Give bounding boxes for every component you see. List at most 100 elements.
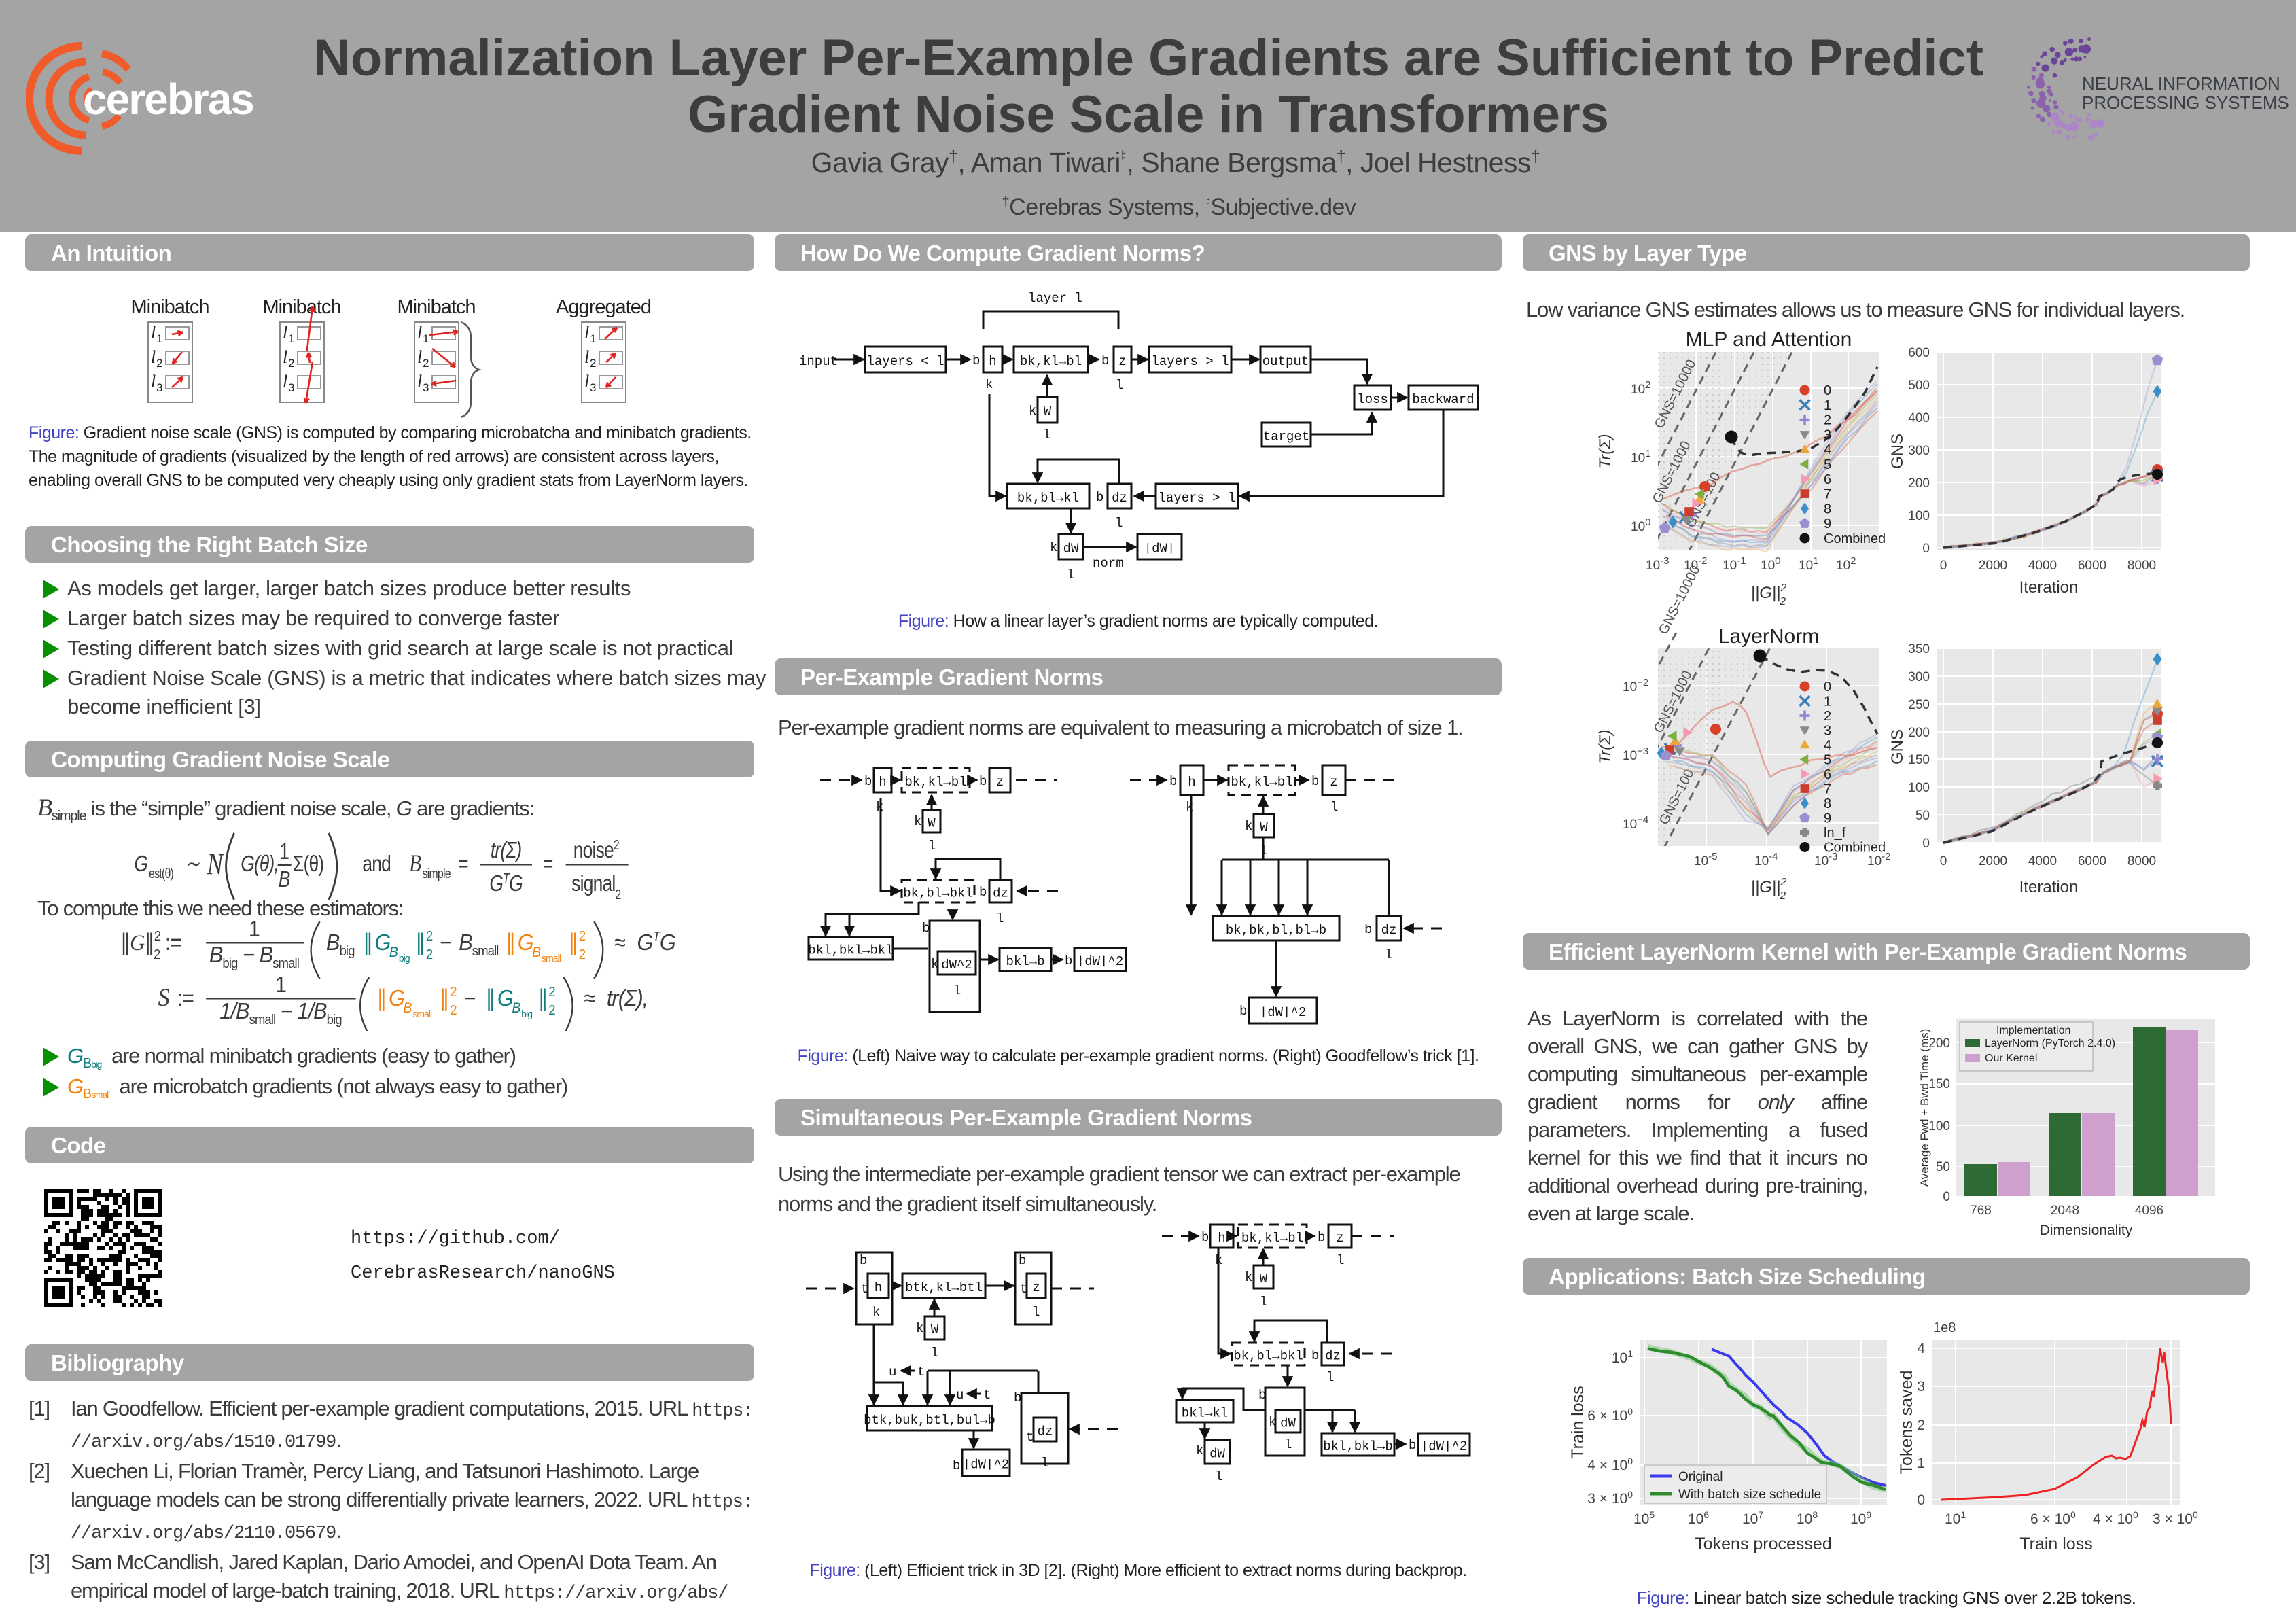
svg-text:101: 101 [1945, 1509, 1966, 1527]
svg-text:10-5: 10-5 [1694, 851, 1717, 868]
svg-text:3: 3 [590, 381, 596, 394]
svg-text:l: l [1260, 1295, 1267, 1310]
svg-text:t: t [983, 1388, 991, 1403]
svg-text:B: B [409, 850, 421, 877]
svg-text:1: 1 [288, 332, 294, 345]
svg-text:Iteration: Iteration [2019, 578, 2079, 597]
svg-text:z: z [996, 775, 1004, 790]
svg-text:4000: 4000 [2028, 854, 2057, 868]
svg-text:2: 2 [1824, 709, 1831, 724]
svg-text:l: l [996, 911, 1004, 926]
svg-text:❘dW❘: ❘dW❘ [1144, 542, 1176, 557]
svg-text:dW: dW [1063, 542, 1079, 557]
svg-text:6 × 100: 6 × 100 [1587, 1406, 1633, 1424]
svg-text:b: b [1014, 1390, 1021, 1405]
svg-text:≈: ≈ [614, 930, 625, 955]
svg-text:Train loss: Train loss [2019, 1534, 2092, 1553]
svg-text:b: b [1239, 1004, 1247, 1019]
svg-text:dz: dz [1325, 1349, 1341, 1364]
svg-text:6000: 6000 [2078, 854, 2106, 868]
svg-text:b: b [1311, 1348, 1319, 1363]
svg-text:GNS: GNS [1888, 434, 1907, 469]
svg-text:l: l [151, 347, 156, 367]
svg-text:tr(Σ): tr(Σ) [491, 838, 522, 862]
svg-text:||G||22: ||G||2 2 [1751, 877, 1787, 902]
svg-text:b: b [860, 1253, 867, 1268]
svg-text:102: 102 [1836, 555, 1856, 573]
svg-text:109: 109 [1850, 1509, 1871, 1527]
svg-text:k: k [931, 957, 938, 972]
svg-text:Original: Original [1678, 1470, 1723, 1484]
svg-text:108: 108 [1797, 1509, 1818, 1527]
svg-text:tr(Σ),: tr(Σ), [607, 985, 648, 1011]
svg-text:2: 2 [548, 1003, 555, 1018]
svg-text:b: b [1065, 953, 1072, 968]
svg-text:4000: 4000 [2028, 559, 2057, 573]
svg-text:0: 0 [1917, 1492, 1925, 1508]
svg-text:Bsmall: Bsmall [459, 930, 498, 959]
svg-text:Iteration: Iteration [2019, 878, 2079, 896]
svg-text:−: − [464, 985, 476, 1011]
svg-text:u: u [889, 1365, 896, 1380]
svg-text:4 × 100: 4 × 100 [2093, 1509, 2138, 1527]
svg-text:10-3: 10-3 [1646, 555, 1669, 573]
svg-text:b: b [1096, 490, 1103, 505]
svg-text:∥: ∥ [506, 930, 515, 955]
svg-text:layers < l: layers < l [866, 354, 944, 369]
svg-text:7: 7 [1824, 487, 1831, 502]
svg-text:bk,bl→bkl: bk,bl→bkl [903, 886, 973, 901]
svg-text:∼: ∼ [186, 851, 200, 876]
svg-text:101: 101 [1612, 1348, 1633, 1366]
svg-text:t: t [861, 1282, 868, 1297]
svg-text:∥: ∥ [376, 985, 386, 1011]
svg-text:Train loss: Train loss [1568, 1386, 1587, 1458]
svg-text:est(θ): est(θ) [149, 866, 173, 881]
svg-text:5: 5 [1824, 753, 1831, 768]
svg-text:7: 7 [1824, 782, 1831, 797]
svg-text:b: b [1258, 1388, 1266, 1403]
svg-text:2: 2 [1824, 413, 1831, 428]
svg-text:100: 100 [1908, 509, 1930, 523]
svg-text:k: k [1050, 540, 1057, 555]
svg-text:∥G∥22:=: ∥G∥2 2:= [120, 929, 182, 962]
svg-text:l: l [1215, 1469, 1222, 1484]
svg-text:loss: loss [1357, 392, 1388, 407]
svg-text:N: N [207, 847, 225, 881]
svg-text:1: 1 [249, 919, 260, 941]
svg-text:1: 1 [423, 332, 429, 345]
svg-text:btk,buk,btl,bul→b: btk,buk,btl,bul→b [864, 1413, 995, 1428]
svg-text:1/Bsmall − 1/Bbig: 1/Bsmall − 1/Bbig [219, 998, 342, 1027]
svg-text:10-1: 10-1 [1723, 555, 1746, 573]
svg-text:l: l [953, 983, 961, 998]
svg-text:4 × 100: 4 × 100 [1587, 1456, 1633, 1473]
svg-text:8000: 8000 [2127, 854, 2156, 868]
svg-text:t: t [1020, 1282, 1027, 1297]
svg-text:bk,bk,bl,bl→b: bk,bk,bl,bl→b [1226, 923, 1326, 938]
svg-text:GNS=10000: GNS=10000 [1656, 563, 1703, 637]
svg-text:10-4: 10-4 [1754, 851, 1778, 868]
svg-text:Aggregated: Aggregated [556, 296, 651, 318]
svg-text:2: 2 [156, 357, 162, 370]
svg-text:u: u [956, 1388, 964, 1403]
svg-text:Tokens processed: Tokens processed [1695, 1534, 1832, 1553]
svg-text:W: W [928, 816, 936, 831]
svg-text:h: h [989, 354, 996, 369]
svg-text:h: h [879, 775, 886, 790]
svg-text:small: small [412, 1009, 432, 1021]
svg-text:layers > l: layers > l [1151, 354, 1229, 369]
svg-text:b: b [1169, 774, 1177, 789]
svg-text:dW: dW [1280, 1416, 1296, 1431]
svg-text:10−2: 10−2 [1623, 677, 1648, 695]
svg-text:❘dW❘^2: ❘dW❘^2 [1421, 1439, 1468, 1454]
svg-text:400: 400 [1908, 411, 1930, 425]
svg-text:l: l [283, 347, 287, 367]
svg-text:−: − [440, 930, 451, 955]
svg-text:1: 1 [590, 332, 596, 345]
svg-text:bk,kl→bl: bk,kl→bl [1241, 1231, 1303, 1246]
svg-text:b: b [922, 921, 930, 936]
svg-text:l: l [1041, 1456, 1048, 1471]
svg-text:W: W [1260, 820, 1268, 835]
svg-text:G: G [497, 985, 513, 1011]
svg-text::=: := [177, 985, 194, 1011]
svg-text:signal2: signal2 [571, 871, 621, 902]
